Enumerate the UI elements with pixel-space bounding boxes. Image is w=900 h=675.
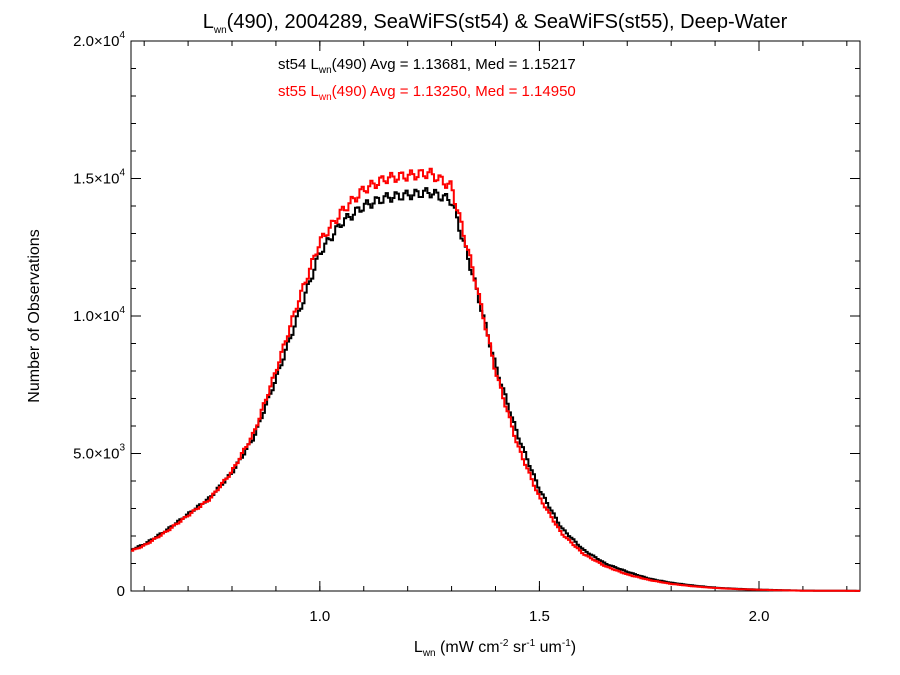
series-layer bbox=[131, 167, 860, 592]
legend-entry-st54: st54 Lwn(490) Avg = 1.13681, Med = 1.152… bbox=[278, 56, 576, 76]
y-tick-label: 2.0×104 bbox=[73, 30, 125, 50]
tick-labels: 1.0 1.5 2.0 0 5.0×103 1.0×104 1.5×104 2.0×104 bbox=[73, 30, 769, 625]
series-st54-line bbox=[131, 187, 860, 592]
y-axis-label: Number of Observations bbox=[26, 229, 43, 402]
plot-frame bbox=[130, 40, 861, 592]
axis-ticks bbox=[131, 40, 860, 592]
chart-title: Lwn(490), 2004289, SeaWiFS(st54) & SeaWi… bbox=[203, 11, 788, 36]
y-tick-label: 1.0×104 bbox=[73, 305, 125, 325]
legend-entry-st55: st55 Lwn(490) Avg = 1.13250, Med = 1.149… bbox=[278, 83, 576, 103]
y-tick-label: 1.5×104 bbox=[73, 168, 125, 188]
y-tick-label: 5.0×103 bbox=[73, 443, 125, 463]
x-tick-label: 1.0 bbox=[309, 608, 330, 625]
series-st55-line bbox=[131, 167, 860, 592]
x-tick-label: 1.5 bbox=[529, 608, 550, 625]
y-tick-label: 0 bbox=[117, 583, 125, 600]
x-tick-label: 2.0 bbox=[749, 608, 770, 625]
x-axis-label: Lwn (mW cm-2 sr-1 um-1) bbox=[414, 638, 576, 659]
